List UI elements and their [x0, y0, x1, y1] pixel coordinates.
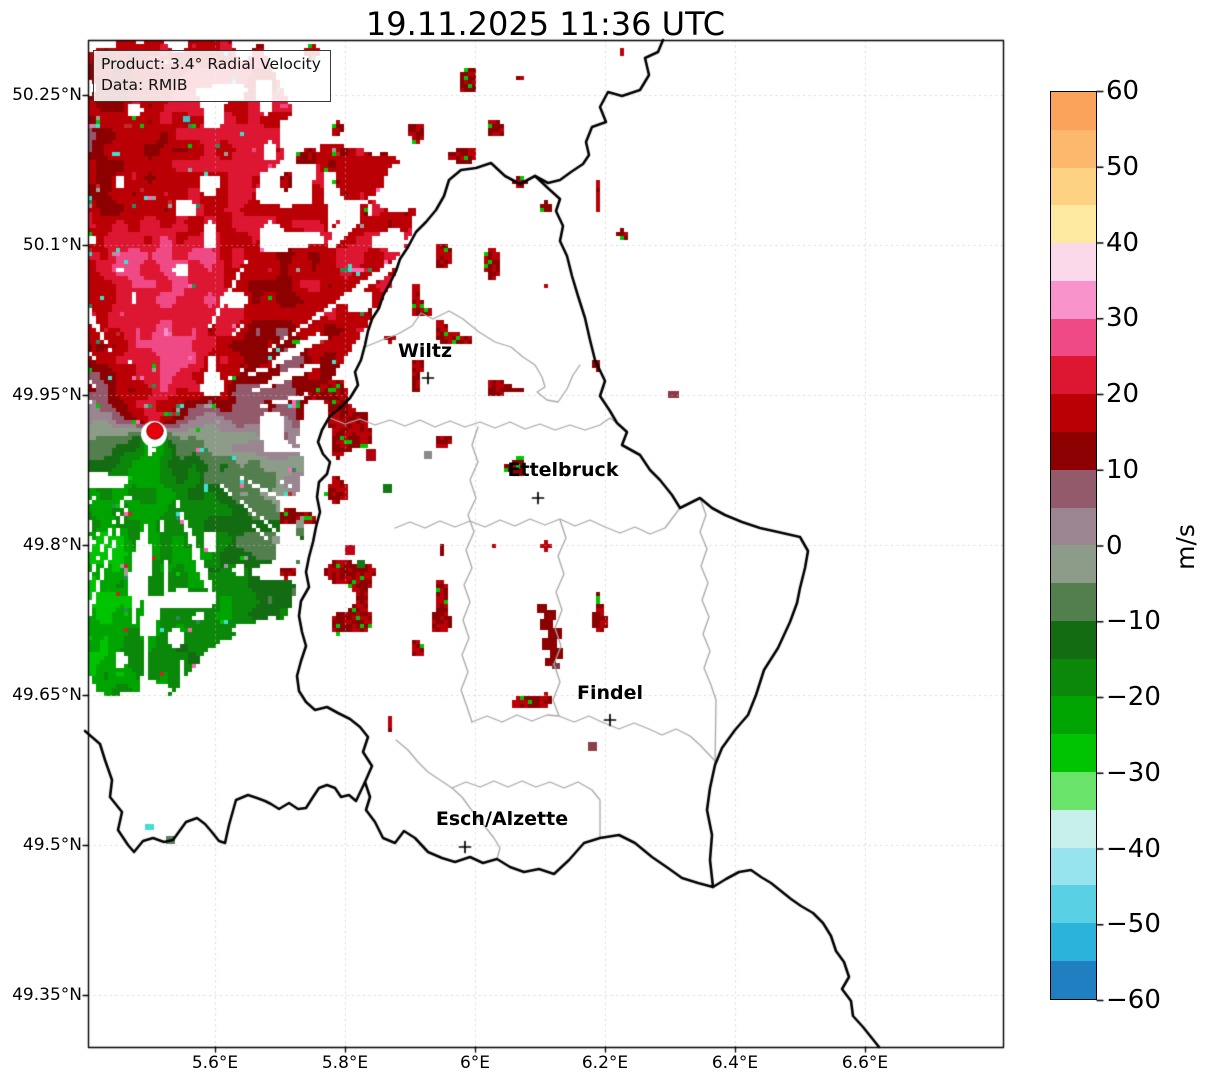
- colorbar-segment: [1051, 545, 1096, 584]
- colorbar-segment: [1051, 583, 1096, 622]
- colorbar-unit-label: m/s: [1171, 524, 1200, 570]
- x-tick-label: 6°E: [459, 1053, 491, 1073]
- product-line: Product: 3.4° Radial Velocity: [101, 55, 321, 73]
- city-label-findel: Findel: [576, 682, 644, 704]
- colorbar-segment: [1051, 356, 1096, 395]
- city-label-ettelbruck: Ettelbruck: [507, 459, 619, 481]
- colorbar-tick-label: −50: [1106, 909, 1161, 940]
- y-tick-label: 49.35°N: [12, 985, 82, 1005]
- colorbar-tick-label: 0: [1106, 530, 1123, 561]
- colorbar-segment: [1051, 620, 1096, 660]
- x-tick-label: 6.2°E: [581, 1053, 629, 1073]
- colorbar-segment: [1051, 205, 1096, 244]
- velocity-colorbar: [1050, 91, 1097, 1000]
- colorbar-segment: [1051, 507, 1096, 546]
- y-tick-label: 49.95°N: [12, 385, 82, 405]
- x-tick-label: 6.4°E: [711, 1053, 759, 1073]
- colorbar-tick-label: 20: [1106, 379, 1140, 409]
- colorbar-tick-label: −60: [1106, 985, 1161, 1015]
- colorbar-tick-label: −10: [1106, 606, 1161, 637]
- colorbar-tick-label: 50: [1106, 151, 1140, 182]
- plot-title: 19.11.2025 11:36 UTC: [365, 5, 726, 43]
- y-tick-label: 50.25°N: [12, 85, 82, 105]
- colorbar-tick-label: 60: [1106, 76, 1140, 106]
- colorbar-tick-label: 10: [1106, 454, 1140, 485]
- colorbar-segment: [1051, 167, 1096, 206]
- colorbar-segment: [1051, 771, 1096, 811]
- colorbar-segment: [1051, 809, 1096, 849]
- colorbar-segment: [1051, 431, 1096, 471]
- colorbar-segment: [1051, 960, 1096, 1000]
- colorbar-segment: [1051, 923, 1096, 962]
- colorbar-segment: [1051, 318, 1096, 358]
- colorbar-tick-label: −40: [1106, 833, 1161, 864]
- data-source-line: Data: RMIB: [101, 75, 188, 94]
- colorbar-segment: [1051, 734, 1096, 773]
- x-tick-label: 5.6°E: [191, 1053, 239, 1073]
- colorbar-segment: [1051, 92, 1096, 131]
- y-tick-label: 49.65°N: [12, 685, 82, 705]
- colorbar-segment: [1051, 885, 1096, 924]
- colorbar-tick-label: 30: [1106, 303, 1140, 334]
- colorbar-segment: [1051, 129, 1096, 169]
- colorbar-tick-label: −30: [1106, 757, 1161, 788]
- y-tick-label: 49.8°N: [22, 535, 82, 555]
- city-label-esch-alzette: Esch/Alzette: [435, 808, 569, 830]
- y-tick-label: 50.1°N: [22, 235, 82, 255]
- colorbar-segment: [1051, 394, 1096, 433]
- colorbar-segment: [1051, 847, 1096, 886]
- y-tick-label: 49.5°N: [22, 835, 82, 855]
- colorbar-tick-label: −20: [1106, 682, 1161, 712]
- city-label-wiltz: Wiltz: [397, 340, 453, 362]
- colorbar-segment: [1051, 469, 1096, 509]
- colorbar-segment: [1051, 243, 1096, 282]
- product-info-box: Product: 3.4° Radial Velocity Data: RMIB: [93, 50, 331, 102]
- colorbar-tick-label: 40: [1106, 227, 1140, 258]
- x-tick-label: 5.8°E: [321, 1053, 369, 1073]
- colorbar-segment: [1051, 696, 1096, 735]
- colorbar-segment: [1051, 658, 1096, 697]
- x-tick-label: 6.6°E: [841, 1053, 889, 1073]
- colorbar-segment: [1051, 280, 1096, 320]
